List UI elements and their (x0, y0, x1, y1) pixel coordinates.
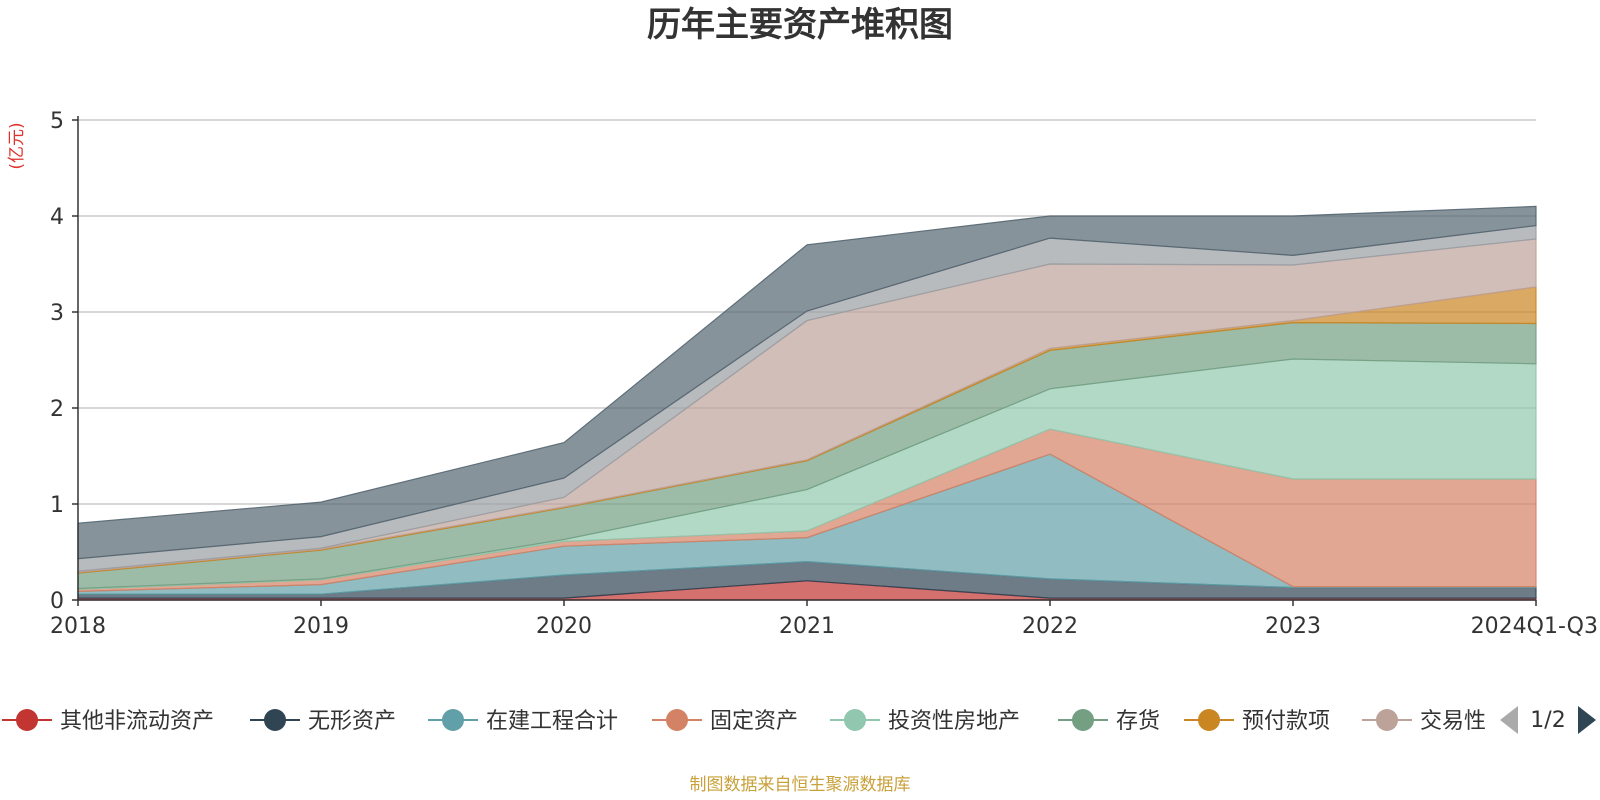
legend-label: 投资性房地产 (888, 709, 1020, 734)
legend-label: 固定资产 (710, 709, 798, 734)
x-tick-labels: 2018 2019 2020 2021 2022 2023 2024Q1-Q3 (50, 600, 1598, 639)
x-tick-label: 2020 (536, 614, 592, 639)
x-tick-label: 2022 (1022, 614, 1078, 639)
legend-item[interactable]: 无形资产 (250, 709, 396, 734)
y-tick-label: 2 (50, 397, 64, 422)
y-tick-labels: 0 1 2 3 4 5 (50, 109, 64, 614)
y-tick-label: 1 (50, 493, 64, 518)
chart-title: 历年主要资产堆积图 (647, 5, 953, 45)
legend: 其他非流动资产 无形资产 在建工程合计 固定资产 投资性房地产 存货 预付款项 交易性 (2, 709, 1486, 734)
x-tick-label: 2018 (50, 614, 106, 639)
legend-dot-icon (16, 709, 38, 731)
data-source-note: 制图数据来自恒生聚源数据库 (690, 775, 911, 795)
legend-dot-icon (666, 709, 688, 731)
legend-label: 在建工程合计 (486, 709, 618, 734)
legend-item[interactable]: 其他非流动资产 (2, 709, 214, 734)
legend-label: 交易性 (1420, 709, 1486, 734)
y-tick-label: 4 (50, 205, 64, 230)
legend-item[interactable]: 在建工程合计 (428, 709, 618, 734)
legend-item[interactable]: 存货 (1058, 709, 1160, 734)
legend-label: 无形资产 (308, 709, 396, 734)
y-tick-label: 5 (50, 109, 64, 134)
legend-page-indicator: 1/2 (1530, 708, 1565, 733)
legend-label: 存货 (1116, 709, 1160, 734)
legend-item[interactable]: 交易性 (1362, 709, 1486, 734)
legend-item[interactable]: 固定资产 (652, 709, 798, 734)
x-tick-label: 2019 (293, 614, 349, 639)
y-tick-label: 3 (50, 301, 64, 326)
legend-dot-icon (1198, 709, 1220, 731)
x-tick-label: 2021 (779, 614, 835, 639)
area-series-10 (77, 205, 1537, 560)
legend-item[interactable]: 预付款项 (1184, 709, 1330, 734)
legend-dot-icon (264, 709, 286, 731)
legend-item[interactable]: 投资性房地产 (830, 709, 1020, 734)
y-axis-unit: (亿元) (7, 122, 27, 169)
legend-label: 预付款项 (1242, 709, 1330, 734)
area-series-group (77, 205, 1537, 601)
x-tick-label: 2024Q1-Q3 (1471, 614, 1598, 639)
legend-dot-icon (1072, 709, 1094, 731)
legend-pager: 1/2 (1500, 706, 1596, 734)
legend-dot-icon (1376, 709, 1398, 731)
y-tick-label: 0 (50, 589, 64, 614)
legend-label: 其他非流动资产 (60, 709, 214, 734)
legend-prev-icon[interactable] (1500, 706, 1518, 734)
legend-dot-icon (844, 709, 866, 731)
legend-dot-icon (442, 709, 464, 731)
legend-next-icon[interactable] (1578, 706, 1596, 734)
x-tick-label: 2023 (1265, 614, 1321, 639)
